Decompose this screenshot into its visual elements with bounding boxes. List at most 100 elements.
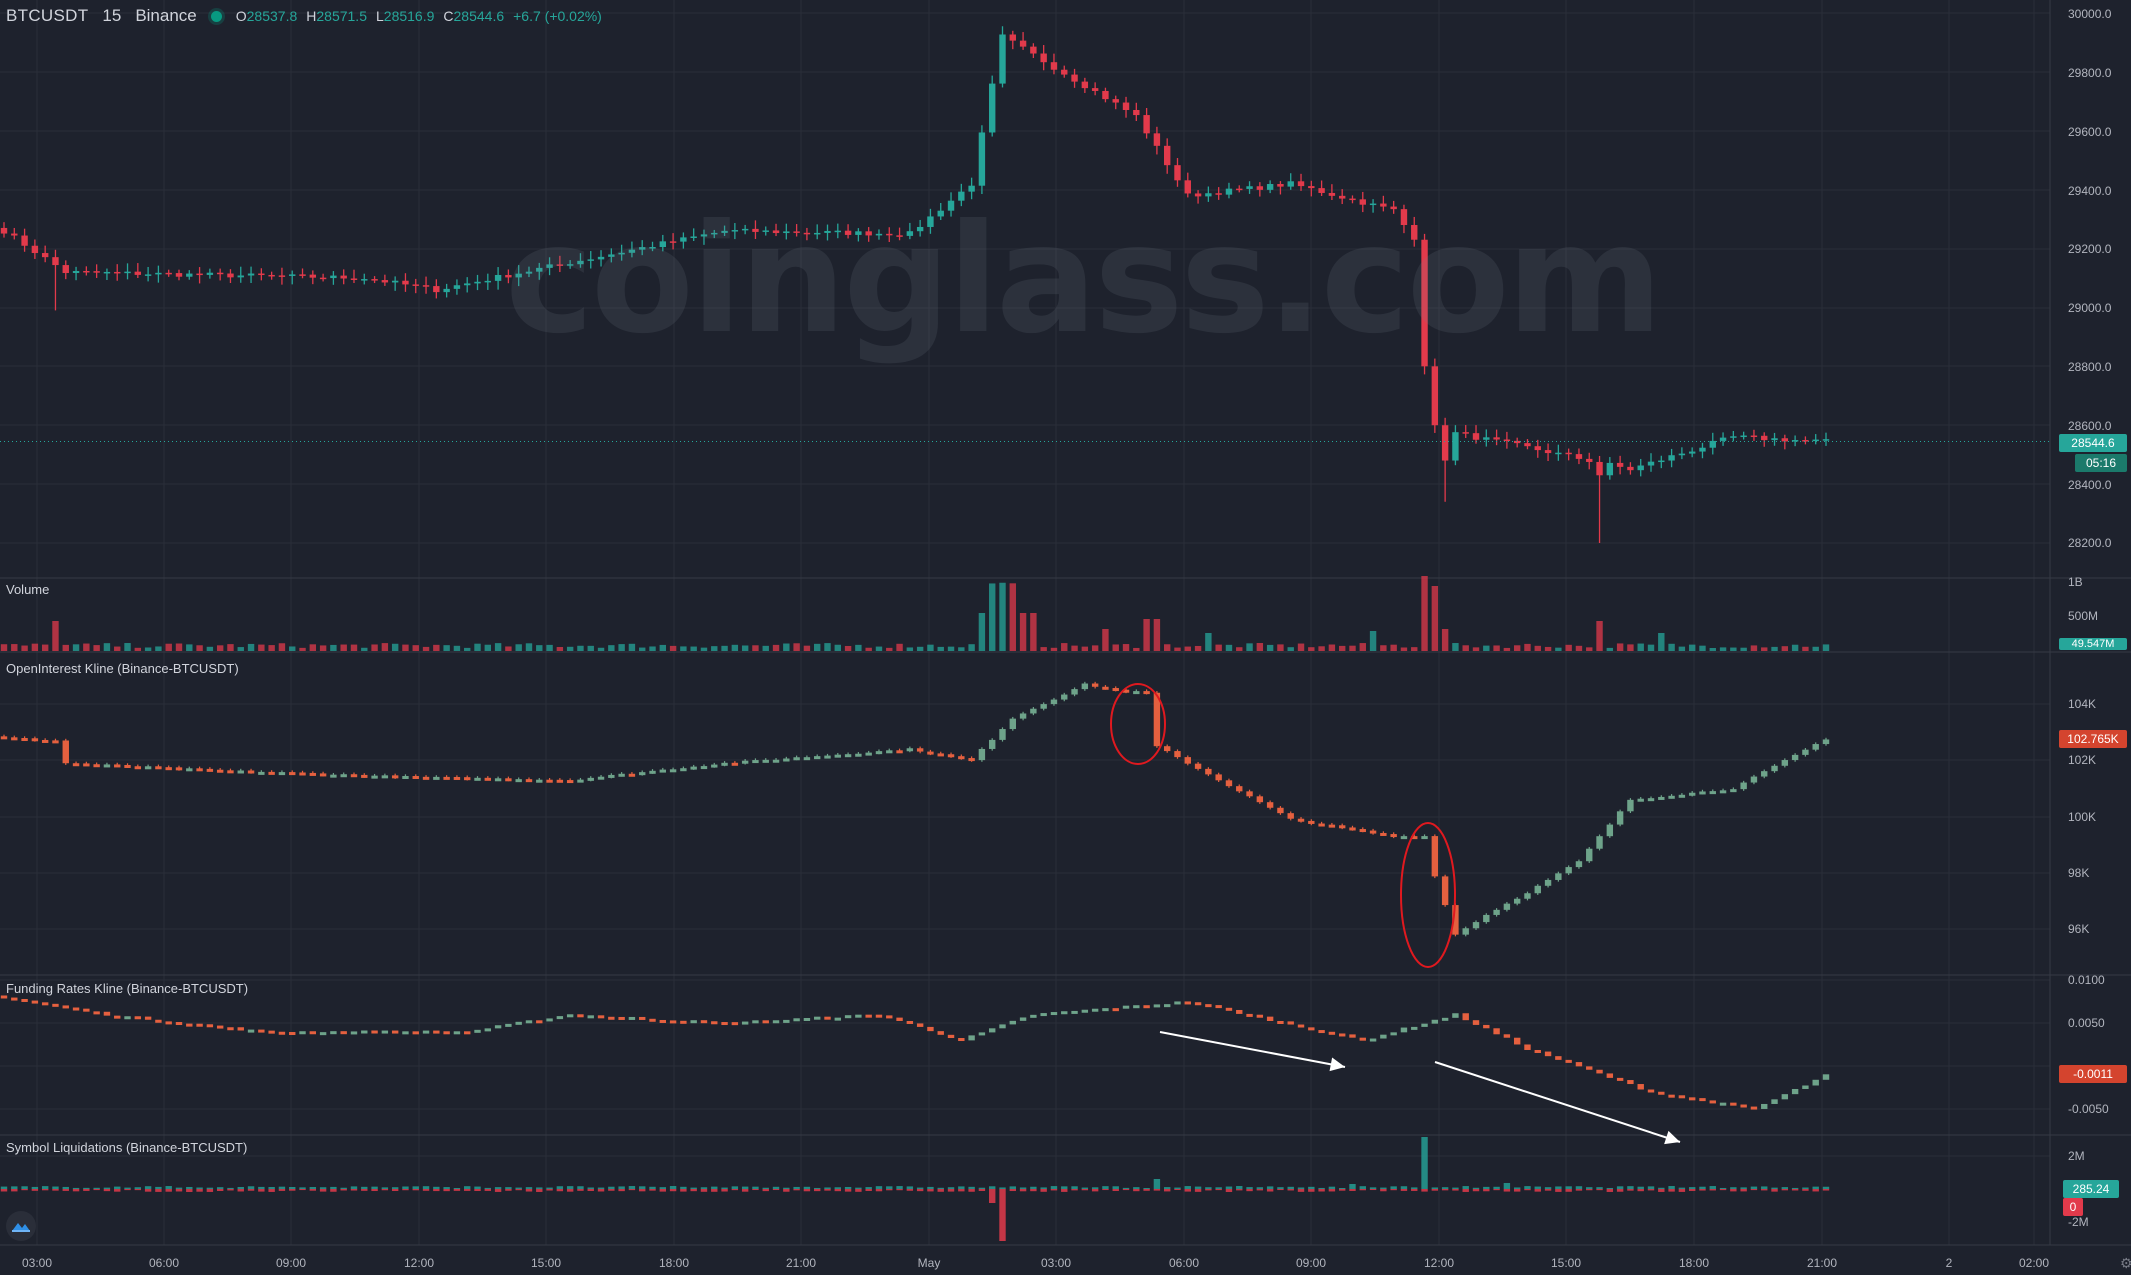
liq-short-bar bbox=[1359, 1189, 1366, 1191]
volume-bar bbox=[721, 645, 728, 651]
funding-candle bbox=[989, 1028, 996, 1033]
funding-pane-title[interactable]: Funding Rates Kline (Binance-BTCUSDT) bbox=[6, 981, 249, 996]
coinglass-logo-icon[interactable] bbox=[6, 1211, 36, 1241]
funding-candle bbox=[772, 1020, 780, 1024]
oi-candle bbox=[1287, 813, 1294, 819]
oi-candle bbox=[536, 779, 543, 783]
market-status-icon bbox=[210, 10, 222, 22]
funding-candle bbox=[1534, 1049, 1541, 1053]
volume-bar bbox=[566, 646, 574, 651]
funding-candle bbox=[649, 1018, 656, 1022]
liq-short-bar bbox=[1266, 1189, 1274, 1192]
interval-label[interactable]: 15 bbox=[102, 6, 122, 25]
volume-bar bbox=[989, 583, 996, 651]
price-candle bbox=[546, 264, 553, 268]
funding-candle bbox=[237, 1027, 244, 1031]
funding-candle bbox=[1431, 1019, 1439, 1024]
price-candle bbox=[1802, 440, 1809, 442]
volume-bar bbox=[1513, 645, 1521, 651]
liq-long-bar bbox=[402, 1186, 409, 1189]
liq-long-bar bbox=[1616, 1186, 1624, 1189]
oi-candle bbox=[1431, 836, 1439, 877]
liq-long-bar bbox=[1009, 1186, 1016, 1189]
funding-candle bbox=[844, 1015, 852, 1019]
volume-bar bbox=[1133, 647, 1140, 651]
volume-bar bbox=[1266, 644, 1274, 651]
low-value: 28516.9 bbox=[383, 8, 435, 24]
gear-icon[interactable]: ⚙ bbox=[2120, 1255, 2131, 1271]
liq-short-bar bbox=[1452, 1189, 1459, 1191]
volume-pane-title[interactable]: Volume bbox=[6, 582, 50, 597]
oi-candle bbox=[83, 763, 90, 767]
volume-bar bbox=[72, 644, 80, 651]
price-candle bbox=[783, 231, 790, 234]
liq-short-bar bbox=[1688, 1189, 1696, 1191]
oi-tick: 96K bbox=[2068, 922, 2090, 936]
volume-bar bbox=[587, 645, 594, 651]
liq-short-bar bbox=[618, 1189, 625, 1192]
oi-candle bbox=[1575, 861, 1583, 868]
oi-candle bbox=[783, 758, 790, 762]
price-candle bbox=[1822, 439, 1830, 441]
price-candle bbox=[1411, 225, 1418, 240]
volume-bar bbox=[93, 645, 100, 651]
oi-candle bbox=[1761, 771, 1768, 777]
funding-candle bbox=[1297, 1024, 1305, 1028]
price-candle bbox=[1709, 440, 1716, 448]
liq-long-bar bbox=[875, 1186, 883, 1189]
liq-long-bar bbox=[1730, 1187, 1737, 1189]
oi-pane-title[interactable]: OpenInterest Kline (Binance-BTCUSDT) bbox=[6, 661, 239, 676]
price-candle bbox=[1174, 165, 1181, 181]
liq-long-bar bbox=[1122, 1187, 1130, 1189]
liq-short-bar bbox=[731, 1189, 739, 1191]
symbol-name[interactable]: BTCUSDT bbox=[6, 6, 89, 25]
liq-short-bar bbox=[772, 1189, 780, 1191]
oi-candle bbox=[1791, 754, 1799, 761]
liq-long-bar bbox=[741, 1186, 749, 1189]
liq-short-bar bbox=[237, 1189, 244, 1192]
liq-short-bar bbox=[1184, 1189, 1191, 1192]
oi-candle bbox=[1812, 744, 1819, 750]
oi-candle bbox=[1802, 749, 1809, 755]
liq-short-bar bbox=[1544, 1189, 1552, 1191]
price-candle bbox=[1369, 203, 1377, 206]
funding-candle bbox=[474, 1029, 481, 1033]
funding-candle bbox=[536, 1020, 543, 1024]
time-tick: 21:00 bbox=[785, 1256, 817, 1270]
oi-candle bbox=[597, 776, 605, 780]
liquidations-pane-title[interactable]: Symbol Liquidations (Binance-BTCUSDT) bbox=[6, 1140, 248, 1155]
oi-candle bbox=[1102, 686, 1109, 690]
liq-long-bar bbox=[422, 1186, 430, 1189]
funding-candle bbox=[1555, 1056, 1562, 1060]
liq-short-bar bbox=[1513, 1189, 1521, 1192]
volume-bar bbox=[31, 643, 39, 651]
price-candle bbox=[484, 280, 492, 283]
liq-short-bar bbox=[566, 1189, 574, 1192]
price-candle bbox=[824, 230, 831, 233]
funding-candle bbox=[340, 1031, 347, 1035]
liq-long-bar bbox=[1740, 1187, 1747, 1189]
liq-short-bar bbox=[1740, 1189, 1747, 1192]
volume-bar bbox=[1730, 647, 1737, 651]
symbol-header[interactable]: BTCUSDT 15 Binance O28537.8 H28571.5 L28… bbox=[6, 6, 602, 26]
liq-short-bar bbox=[1534, 1189, 1541, 1192]
price-candle bbox=[556, 264, 564, 266]
liq-long-bar bbox=[1369, 1187, 1377, 1189]
liq-long-bar bbox=[525, 1187, 533, 1189]
oi-candle bbox=[731, 762, 739, 766]
volume-bar bbox=[1153, 619, 1161, 651]
volume-bar bbox=[803, 645, 811, 651]
price-candle bbox=[350, 278, 358, 280]
price-candle bbox=[1133, 109, 1140, 116]
oi-candle bbox=[741, 760, 749, 764]
liq-long-bar bbox=[546, 1187, 553, 1189]
volume-bar bbox=[844, 645, 852, 651]
liq-short-bar bbox=[1781, 1189, 1789, 1191]
oi-candle bbox=[1719, 790, 1727, 794]
liq-long-bar bbox=[1441, 1187, 1449, 1189]
funding-candle bbox=[1421, 1023, 1428, 1027]
price-candle bbox=[608, 254, 615, 257]
price-candle bbox=[124, 271, 131, 274]
oi-candle bbox=[299, 772, 306, 776]
